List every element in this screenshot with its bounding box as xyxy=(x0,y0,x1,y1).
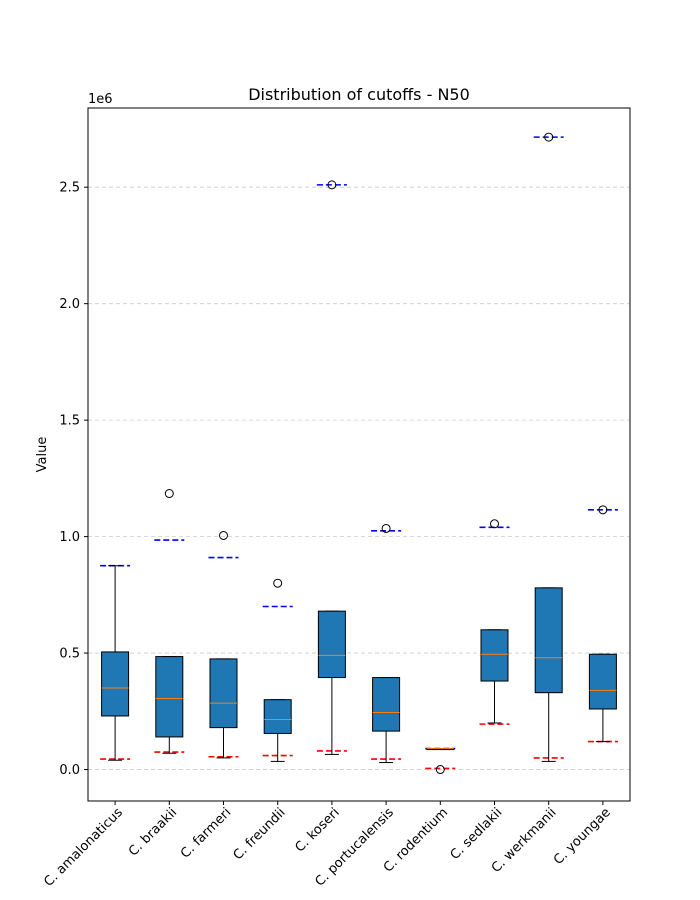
box-layer xyxy=(101,132,617,775)
y-tick-label: 1.5 xyxy=(59,414,80,429)
outlier-point xyxy=(435,765,445,775)
box-body xyxy=(317,610,346,679)
box-group xyxy=(372,523,401,764)
box-body xyxy=(588,653,617,710)
y-tick-label: 0.0 xyxy=(59,763,80,778)
box-group xyxy=(317,180,346,755)
box-body xyxy=(155,656,184,738)
y-axis-label: Value xyxy=(35,437,50,473)
box-group xyxy=(155,489,184,754)
box-body xyxy=(480,629,509,682)
outlier-point xyxy=(490,519,499,529)
outlier-point xyxy=(598,505,608,515)
outlier-point xyxy=(273,578,283,588)
box-body xyxy=(372,677,401,732)
outlier-point xyxy=(164,489,174,499)
box-group xyxy=(209,530,238,759)
outlier-point xyxy=(544,132,554,142)
y-tick-label: 2.0 xyxy=(59,297,80,312)
box-body xyxy=(263,699,292,734)
outlier-point xyxy=(219,530,228,540)
y-tick-label: 2.5 xyxy=(59,181,80,196)
box-body xyxy=(534,587,563,694)
box-group xyxy=(588,505,617,743)
outlier-point xyxy=(381,523,391,533)
y-tick-label: 1.0 xyxy=(59,530,80,545)
box-group xyxy=(480,519,509,724)
box-group xyxy=(534,132,563,762)
chart-title: Distribution of cutoffs - N50 xyxy=(248,85,470,104)
outlier-point xyxy=(327,180,337,190)
box-body xyxy=(209,658,238,729)
box-body xyxy=(101,651,130,717)
box-group xyxy=(101,565,130,761)
plot-area-frame xyxy=(87,107,631,802)
box-group xyxy=(426,748,455,775)
box-group xyxy=(263,578,292,762)
y-tick-label: 0.5 xyxy=(59,647,80,662)
y-axis-offset-label: 1e6 xyxy=(88,92,113,107)
